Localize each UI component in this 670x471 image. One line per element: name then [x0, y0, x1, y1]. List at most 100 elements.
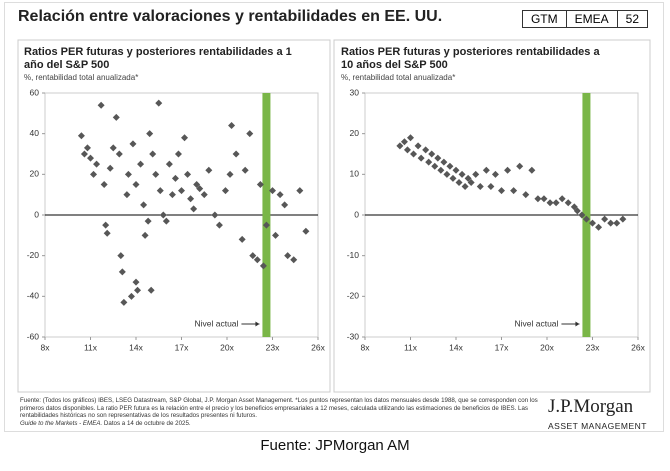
point: [196, 185, 204, 193]
x-tick-label: 23x: [586, 342, 600, 352]
point: [80, 150, 88, 158]
y-tick-label: -20: [347, 291, 360, 301]
point: [77, 132, 85, 140]
badges: GTM EMEA 52: [521, 10, 648, 28]
point: [221, 187, 229, 195]
reference-line: [262, 93, 271, 337]
point: [595, 223, 603, 231]
point: [552, 199, 560, 207]
point: [238, 235, 246, 243]
point: [156, 187, 164, 195]
point: [482, 166, 490, 174]
point: [498, 187, 505, 195]
point: [168, 191, 176, 199]
brand: J.P.Morgan: [548, 396, 634, 417]
point: [476, 183, 484, 191]
point: [262, 221, 270, 229]
point: [396, 142, 404, 150]
chart-title: Ratios PER futuras y posteriores rentabi…: [341, 46, 600, 71]
x-tick-label: 26x: [631, 342, 645, 352]
point: [106, 164, 114, 172]
chart-subtitle: %, rentabilidad total anualizada*: [341, 73, 456, 82]
point: [578, 211, 586, 219]
point: [83, 144, 91, 152]
point: [422, 146, 430, 154]
point: [272, 231, 280, 239]
x-tick-label: 11x: [84, 342, 98, 352]
point: [487, 183, 495, 191]
point: [516, 162, 524, 170]
point: [184, 170, 192, 178]
point: [141, 231, 149, 239]
point: [129, 140, 137, 148]
guide: Guide to the Markets - EMEA.: [20, 419, 103, 427]
y-tick-label: -60: [27, 331, 40, 341]
point: [573, 207, 581, 215]
x-tick-label: 26x: [311, 342, 325, 352]
point: [452, 166, 460, 174]
point: [253, 256, 261, 264]
point: [226, 170, 234, 178]
point: [428, 150, 436, 158]
point: [414, 142, 422, 150]
point: [302, 227, 310, 235]
point: [174, 150, 182, 158]
point: [440, 158, 448, 166]
point: [534, 195, 542, 203]
point: [528, 166, 536, 174]
point: [100, 181, 108, 188]
point: [146, 130, 154, 138]
x-tick-label: 20x: [540, 342, 554, 352]
point: [540, 195, 548, 203]
annotation-arrowhead: [255, 321, 260, 327]
page-title: Relación entre valoraciones y rentabilid…: [18, 8, 443, 25]
point: [400, 138, 408, 146]
point: [193, 181, 201, 188]
point: [120, 298, 128, 306]
point: [90, 170, 98, 178]
point: [284, 252, 292, 260]
point: [171, 174, 179, 182]
point: [123, 191, 131, 199]
y-tick-label: -10: [347, 250, 360, 260]
point: [103, 229, 111, 237]
y-tick-label: 0: [354, 209, 359, 219]
point: [437, 166, 445, 174]
point: [449, 174, 457, 182]
point: [181, 134, 189, 142]
y-tick-label: -20: [27, 250, 40, 260]
annotation: Nivel actual: [194, 318, 238, 328]
point: [510, 187, 518, 195]
point: [152, 170, 160, 178]
point: [187, 195, 195, 203]
x-tick-label: 17x: [175, 342, 189, 352]
source: Fuente: (Todos los gráficos) IBES, LSEG …: [20, 397, 538, 419]
point: [132, 181, 140, 188]
reference-line: [582, 93, 591, 337]
point: [281, 201, 289, 209]
point: [118, 268, 126, 276]
annotation: Nivel actual: [514, 318, 558, 328]
caption: Fuente: JPMorgan AM: [260, 437, 410, 454]
y-tick-label: 30: [350, 87, 360, 97]
point: [149, 150, 157, 158]
point: [256, 181, 264, 188]
y-tick-label: 60: [30, 87, 40, 97]
point: [619, 215, 627, 223]
point: [464, 174, 472, 182]
brand-unit: ASSET MANAGEMENT: [548, 421, 647, 431]
point: [290, 256, 298, 264]
point: [522, 191, 530, 199]
point: [558, 195, 566, 203]
point: [132, 278, 140, 286]
y-tick-label: -40: [27, 291, 40, 301]
point: [504, 166, 512, 174]
y-tick-label: 0: [34, 209, 39, 219]
point: [582, 215, 590, 223]
point: [211, 211, 219, 219]
point: [109, 144, 117, 152]
point: [134, 286, 142, 294]
point: [491, 170, 499, 178]
point: [190, 205, 198, 213]
